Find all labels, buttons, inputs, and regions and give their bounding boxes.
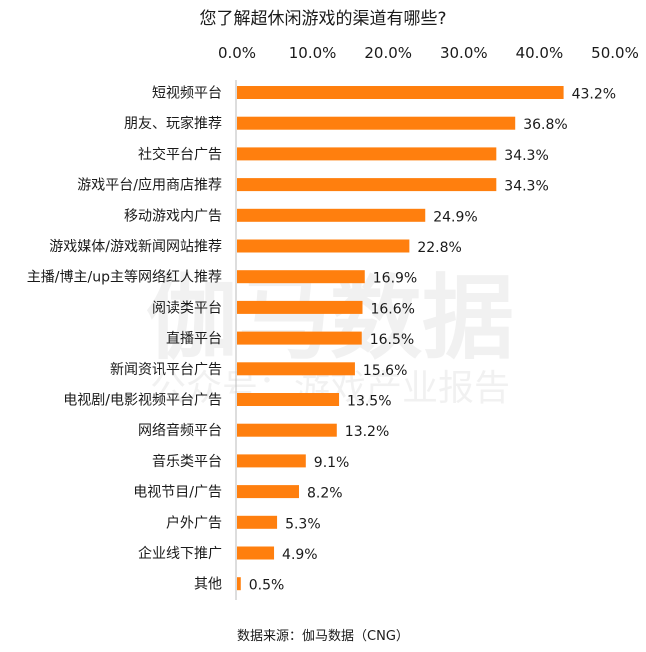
category-label: 游戏平台/应用商店推荐 [77,177,222,194]
value-label: 0.5% [249,578,285,594]
value-label: 13.2% [345,424,389,440]
bar [237,270,365,284]
bar [237,208,426,222]
category-label: 新闻资讯平台广告 [110,362,222,378]
bar [237,546,275,560]
bar [237,515,278,529]
chart-title: 您了解超休闲游戏的渠道有哪些? [199,9,446,29]
x-tick-label: 0.0% [218,44,256,62]
bar [237,300,363,314]
x-tick-label: 20.0% [364,44,412,62]
value-label: 5.3% [285,516,321,532]
category-label: 电视剧/电影视频平台广告 [63,393,222,409]
category-label: 户外广告 [166,514,222,531]
bar [237,454,306,468]
value-label: 24.9% [433,209,477,225]
value-label: 34.3% [504,179,548,195]
category-label: 音乐类平台 [152,453,222,470]
value-label: 36.8% [523,117,567,133]
x-tick-label: 50.0% [591,44,639,62]
bar [237,423,337,437]
value-label: 16.9% [373,271,417,287]
category-labels: 短视频平台朋友、玩家推荐社交平台广告游戏平台/应用商店推荐移动游戏内广告游戏媒体… [27,86,222,593]
category-label: 企业线下推广 [138,545,222,562]
value-labels: 43.2% 36.8% 34.3% 34.3% 24.9% 22.8%16.9% 16.6%… [249,87,616,594]
x-tick-label: 40.0% [516,44,564,62]
category-label: 朋友、玩家推荐 [124,115,222,132]
bar [237,485,299,499]
bar [237,86,564,99]
value-label: 43.2% [572,87,616,103]
source-note: 数据来源：伽马数据（CNG） [237,629,409,644]
bar [237,362,355,376]
value-label: 4.9% [282,547,318,563]
category-label: 直播平台 [166,330,222,347]
value-label: 16.5% [370,332,414,348]
category-label: 移动游戏内广告 [124,208,222,224]
bar [237,116,516,130]
value-label: 9.1% [314,455,350,471]
value-label: 22.8% [417,240,461,256]
bar [237,147,497,161]
category-label: 短视频平台 [152,86,222,102]
bar [237,178,497,192]
bar [237,239,410,253]
category-label: 游戏媒体/游戏新闻网站推荐 [49,239,222,255]
value-label: 34.3% [504,148,548,164]
x-tick-label: 10.0% [289,44,337,62]
category-label: 其他 [194,577,222,593]
category-label: 阅读类平台 [152,299,222,316]
bar [237,393,340,406]
value-label: 13.5% [347,394,391,410]
category-label: 电视节目/广告 [133,485,222,501]
bars [237,86,564,591]
value-label: 16.6% [370,301,414,317]
category-label: 社交平台广告 [138,146,222,163]
category-label: 主播/博主/up主等网络红人推荐 [27,269,222,286]
x-axis-ticks: 0.0% 10.0% 20.0% 30.0% 40.0% 50.0% [218,44,639,62]
x-tick-label: 30.0% [440,44,488,62]
value-label: 15.6% [363,363,407,379]
category-label: 网络音频平台 [138,422,222,439]
bar [237,331,362,345]
bar [237,577,241,591]
value-label: 8.2% [307,486,343,502]
